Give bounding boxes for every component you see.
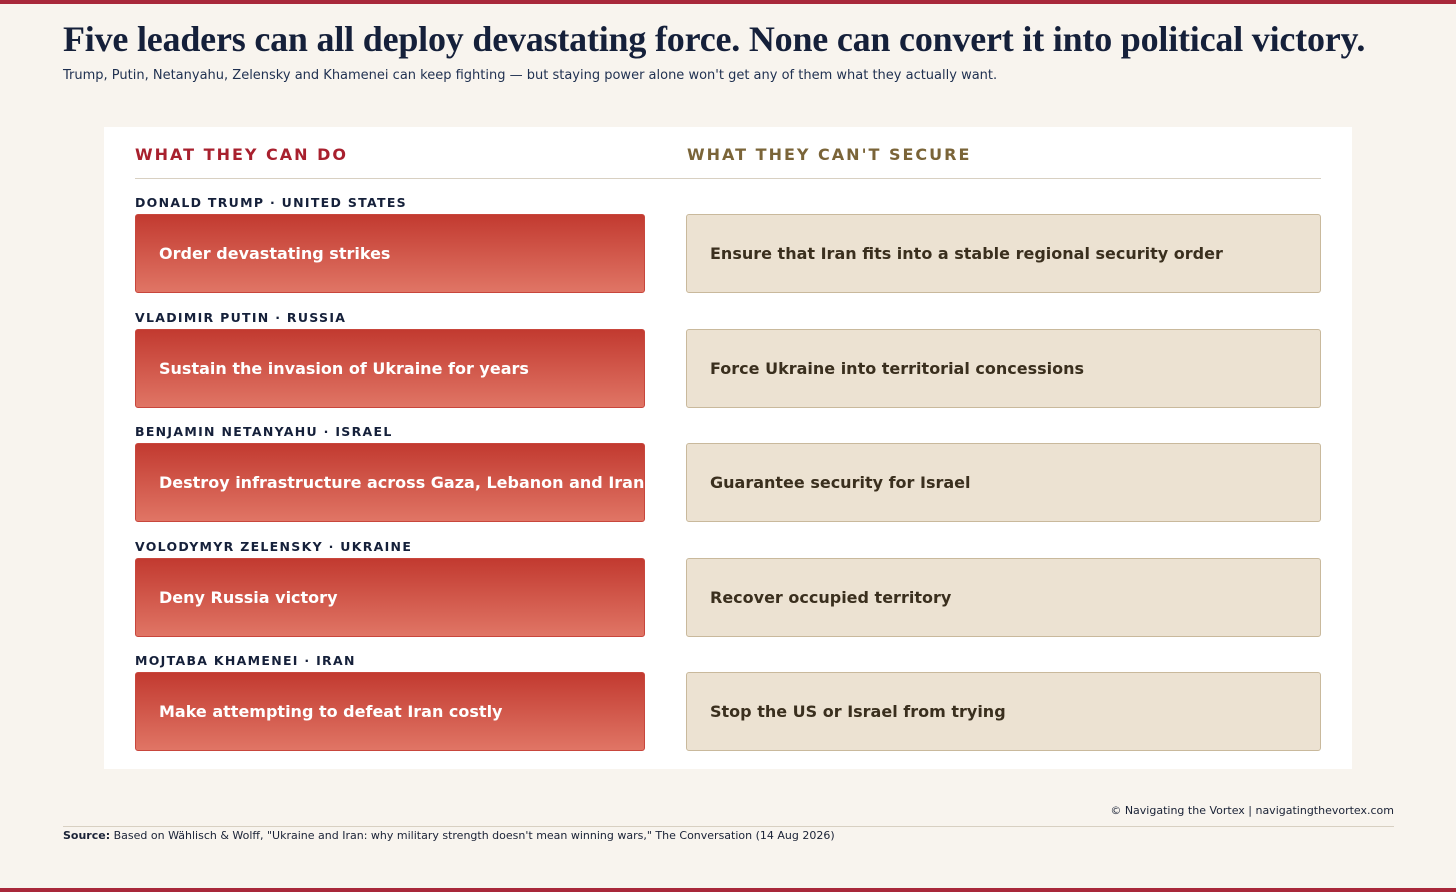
can-box: Sustain the invasion of Ukraine for year…: [135, 328, 645, 408]
leader-label: MOJTABA KHAMENEI · IRAN: [135, 653, 356, 668]
can-box: Make attempting to defeat Iran costly: [135, 672, 645, 751]
source: Source: Based on Wählisch & Wolff, "Ukra…: [63, 829, 835, 842]
can-box: Deny Russia victory: [135, 557, 645, 637]
column-header: WHAT THEY CAN DO: [135, 145, 349, 164]
subtitle: Trump, Putin, Netanyahu, Zelensky and Kh…: [63, 68, 998, 83]
source-label: Source:: [63, 829, 111, 842]
source-text: Based on Wählisch & Wolff, "Ukraine and …: [113, 829, 835, 842]
cannot-box: Force Ukraine into territorial concessio…: [686, 328, 1321, 408]
footer-divider: [63, 826, 1394, 827]
cannot-box: Stop the US or Israel from trying: [686, 672, 1321, 751]
column-header: WHAT THEY CAN'T SECURE: [687, 145, 972, 164]
leader-label: VOLODYMYR ZELENSKY · UKRAINE: [135, 538, 413, 554]
leader-label: VLADIMIR PUTIN · RUSSIA: [135, 309, 347, 325]
can-box: Destroy infrastructure across Gaza, Leba…: [135, 443, 645, 522]
leader-label: DONALD TRUMP · UNITED STATES: [135, 195, 407, 210]
can-box: Order devastating strikes: [135, 214, 645, 293]
credit: © Navigating the Vortex | navigatingthev…: [1110, 804, 1394, 817]
cannot-box: Ensure that Iran fits into a stable regi…: [686, 214, 1321, 293]
leader-label: BENJAMIN NETANYAHU · ISRAEL: [135, 424, 393, 439]
divider: [135, 178, 1321, 179]
cannot-box: Recover occupied territory: [686, 557, 1321, 637]
bottom-bar: [0, 888, 1456, 892]
top-bar: [0, 0, 1456, 4]
title: Five leaders can all deploy devastating …: [63, 19, 1366, 59]
cannot-box: Guarantee security for Israel: [686, 443, 1321, 522]
